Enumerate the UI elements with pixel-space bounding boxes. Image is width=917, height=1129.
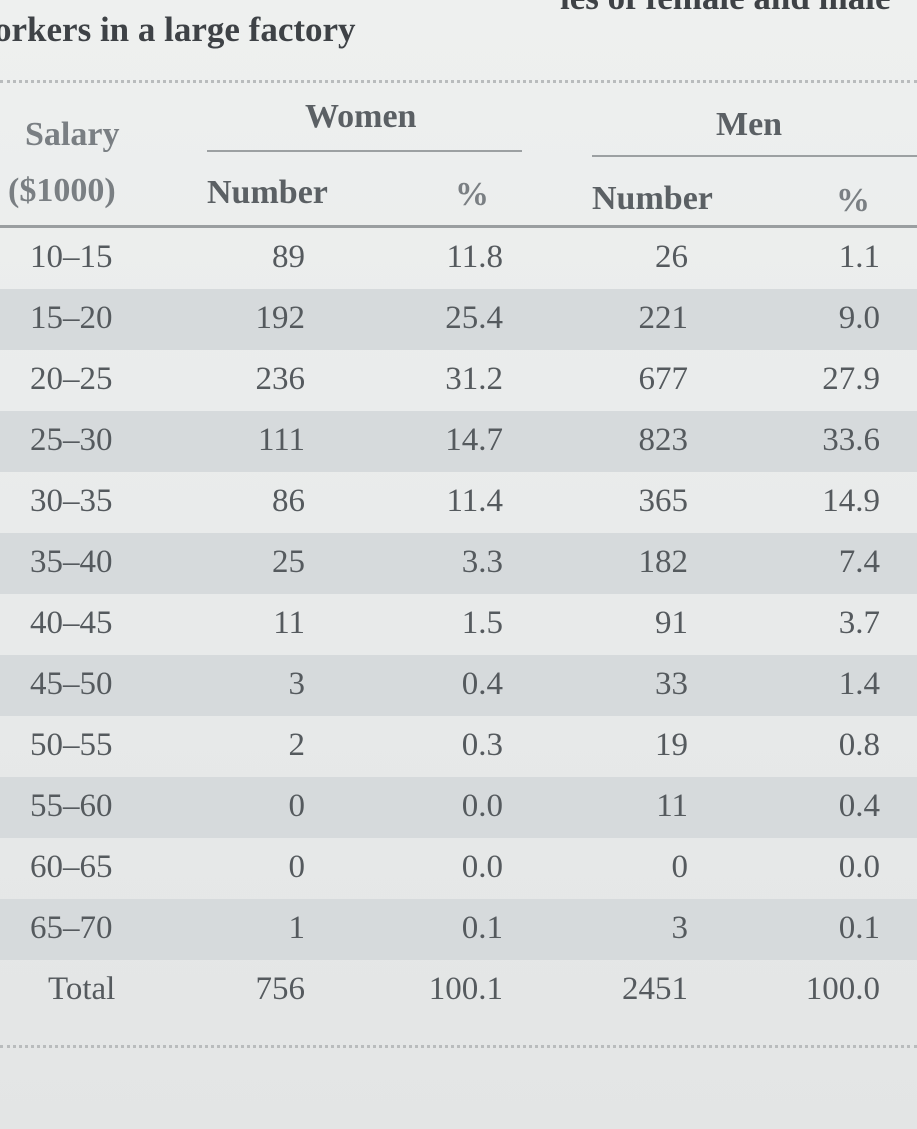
top-dotted-rule bbox=[0, 80, 917, 83]
men-number-cell: 11 bbox=[656, 788, 688, 824]
women-number-cell: 1 bbox=[288, 910, 306, 946]
men-percent-cell: 1.4 bbox=[838, 666, 880, 702]
table-row: 25–30 111 14.7 823 33.6 bbox=[0, 411, 917, 472]
salary-header-line2: ($1000) bbox=[8, 172, 116, 209]
men-number-cell: 3 bbox=[671, 910, 689, 946]
men-number-cell: 182 bbox=[638, 544, 689, 580]
table-body: 10–15 89 11.8 26 1.1 15–20 192 25.4 221 … bbox=[0, 228, 917, 1024]
women-number-cell: 86 bbox=[272, 483, 305, 519]
men-percent-cell: 27.9 bbox=[822, 361, 880, 397]
men-percent-cell: 0.4 bbox=[838, 788, 880, 824]
women-number-cell: 89 bbox=[272, 239, 305, 275]
table-row: 30–35 86 11.4 365 14.9 bbox=[0, 472, 917, 533]
women-percent-cell: 3.3 bbox=[461, 544, 503, 580]
men-number-cell: 91 bbox=[655, 605, 688, 641]
men-group-rule bbox=[592, 155, 917, 157]
women-number-cell: 192 bbox=[255, 300, 306, 336]
table-row: 60–65 0 0.0 0 0.0 bbox=[0, 838, 917, 899]
men-percent-cell: 1.1 bbox=[838, 239, 880, 275]
table-row: 55–60 0 0.0 11 0.4 bbox=[0, 777, 917, 838]
women-number-cell: 0 bbox=[288, 849, 306, 885]
men-percent-cell: 0.8 bbox=[838, 727, 880, 763]
table-caption-cutoff: ies of female and male bbox=[560, 0, 890, 18]
salary-cell: 50–55 bbox=[30, 727, 113, 763]
men-percent-cell: 9.0 bbox=[838, 300, 880, 336]
women-number-header: Number bbox=[207, 174, 328, 211]
men-total-percent: 100.0 bbox=[805, 971, 880, 1007]
table-row: 50–55 2 0.3 19 0.8 bbox=[0, 716, 917, 777]
women-percent-cell: 14.7 bbox=[445, 422, 503, 458]
women-number-cell: 11 bbox=[273, 605, 305, 641]
women-number-cell: 25 bbox=[272, 544, 305, 580]
salary-cell: 55–60 bbox=[30, 788, 113, 824]
salary-cell: 30–35 bbox=[30, 483, 113, 519]
salary-cell: 15–20 bbox=[30, 300, 113, 336]
men-number-cell: 26 bbox=[655, 239, 688, 275]
women-percent-cell: 11.4 bbox=[446, 483, 503, 519]
men-percent-cell: 0.1 bbox=[838, 910, 880, 946]
men-number-cell: 0 bbox=[671, 849, 689, 885]
men-number-cell: 677 bbox=[638, 361, 689, 397]
women-percent-cell: 31.2 bbox=[445, 361, 503, 397]
women-percent-cell: 0.0 bbox=[461, 788, 503, 824]
salary-cell: 60–65 bbox=[30, 849, 113, 885]
table-total-row: Total 756 100.1 2451 100.0 bbox=[0, 960, 917, 1024]
women-percent-cell: 25.4 bbox=[445, 300, 503, 336]
men-number-cell: 221 bbox=[638, 300, 689, 336]
salary-cell: 10–15 bbox=[30, 239, 113, 275]
men-number-cell: 33 bbox=[655, 666, 688, 702]
salary-cell: 40–45 bbox=[30, 605, 113, 641]
women-percent-cell: 0.3 bbox=[461, 727, 503, 763]
men-percent-cell: 7.4 bbox=[838, 544, 880, 580]
men-percent-cell: 0.0 bbox=[838, 849, 880, 885]
salary-cell: 45–50 bbox=[30, 666, 113, 702]
men-group-header: Men bbox=[716, 106, 783, 143]
women-number-cell: 111 bbox=[257, 422, 305, 458]
women-group-rule bbox=[207, 150, 522, 152]
table-row: 10–15 89 11.8 26 1.1 bbox=[0, 228, 917, 289]
total-label: Total bbox=[48, 971, 116, 1007]
header-rule bbox=[0, 225, 917, 228]
table-caption: orkers in a large factory bbox=[0, 10, 356, 49]
men-number-header: Number bbox=[592, 180, 713, 217]
salary-cell: 20–25 bbox=[30, 361, 113, 397]
women-group-header: Women bbox=[305, 98, 417, 135]
salary-header-line1: Salary bbox=[25, 116, 120, 153]
women-number-cell: 3 bbox=[288, 666, 306, 702]
salary-cell: 65–70 bbox=[30, 910, 113, 946]
women-number-cell: 2 bbox=[288, 727, 306, 763]
table-row: 65–70 1 0.1 3 0.1 bbox=[0, 899, 917, 960]
women-percent-cell: 0.1 bbox=[461, 910, 503, 946]
bottom-dotted-rule bbox=[0, 1045, 917, 1048]
table-row: 20–25 236 31.2 677 27.9 bbox=[0, 350, 917, 411]
men-percent-cell: 33.6 bbox=[822, 422, 880, 458]
women-number-cell: 0 bbox=[288, 788, 306, 824]
men-percent-header: % bbox=[836, 182, 870, 219]
salary-cell: 35–40 bbox=[30, 544, 113, 580]
women-number-cell: 236 bbox=[255, 361, 306, 397]
men-number-cell: 823 bbox=[638, 422, 689, 458]
women-percent-cell: 11.8 bbox=[446, 239, 503, 275]
salary-cell: 25–30 bbox=[30, 422, 113, 458]
women-percent-header: % bbox=[455, 176, 489, 213]
table-row: 40–45 11 1.5 91 3.7 bbox=[0, 594, 917, 655]
table-row: 15–20 192 25.4 221 9.0 bbox=[0, 289, 917, 350]
men-number-cell: 365 bbox=[638, 483, 689, 519]
women-total-percent: 100.1 bbox=[428, 971, 503, 1007]
women-percent-cell: 1.5 bbox=[461, 605, 503, 641]
men-number-cell: 19 bbox=[655, 727, 688, 763]
women-percent-cell: 0.0 bbox=[461, 849, 503, 885]
women-percent-cell: 0.4 bbox=[461, 666, 503, 702]
table-row: 45–50 3 0.4 33 1.4 bbox=[0, 655, 917, 716]
men-percent-cell: 3.7 bbox=[838, 605, 880, 641]
women-total-number: 756 bbox=[255, 971, 306, 1007]
table-row: 35–40 25 3.3 182 7.4 bbox=[0, 533, 917, 594]
men-percent-cell: 14.9 bbox=[822, 483, 880, 519]
men-total-number: 2451 bbox=[622, 971, 688, 1007]
